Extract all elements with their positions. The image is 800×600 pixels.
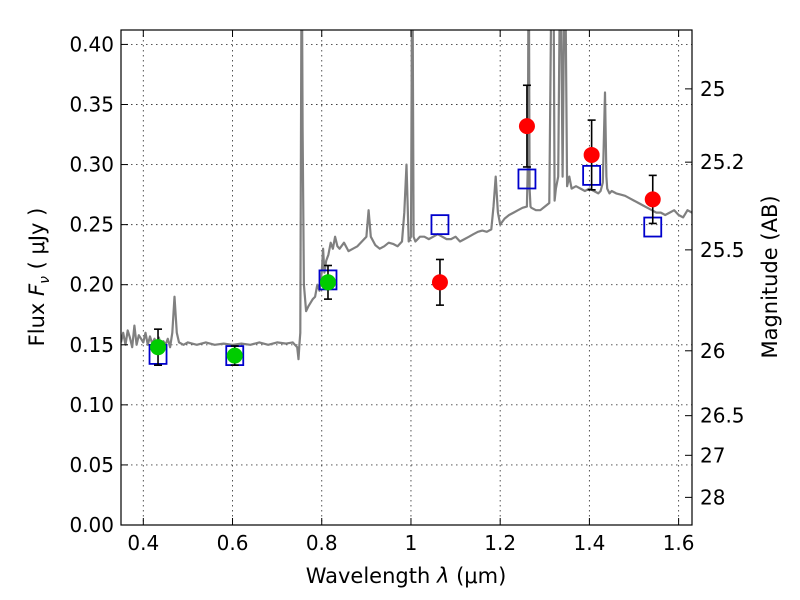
model-photometry-square bbox=[517, 168, 537, 190]
x-tick-label: 1.6 bbox=[663, 531, 695, 555]
y-tick-label: 0.25 bbox=[69, 213, 114, 237]
grid-lines bbox=[121, 30, 692, 526]
right-tick-label: 26.5 bbox=[700, 404, 745, 428]
photometry-point bbox=[583, 146, 600, 163]
photometry-point bbox=[319, 274, 336, 291]
right-tick-label: 28 bbox=[700, 485, 725, 509]
right-tick-label: 27 bbox=[700, 443, 725, 467]
x-axis-title: Wavelength λ (μm) bbox=[306, 564, 507, 588]
y-axis-title: Flux Fν ( μJy ) bbox=[25, 208, 53, 347]
right-tick-label: 25.2 bbox=[700, 150, 745, 174]
x-tick-label: 1.2 bbox=[484, 531, 516, 555]
right-tick-label: 25 bbox=[700, 77, 725, 101]
y-tick-label: 0.15 bbox=[69, 333, 114, 357]
y-tick-label: 0.00 bbox=[69, 513, 114, 537]
photometry-layer bbox=[148, 84, 663, 367]
photometry-point bbox=[431, 274, 448, 291]
photometry-point bbox=[518, 118, 535, 135]
right-tick-label: 25.5 bbox=[700, 238, 745, 262]
x-tick-label: 1.4 bbox=[573, 531, 605, 555]
y-tick-label: 0.30 bbox=[69, 153, 114, 177]
plot-frame bbox=[120, 29, 693, 526]
y-tick-label: 0.05 bbox=[69, 453, 114, 477]
right-axis-title: Magnitude (AB) bbox=[758, 195, 782, 358]
y-tick-label: 0.40 bbox=[69, 32, 114, 56]
y-tick-label: 0.20 bbox=[69, 273, 114, 297]
sed-model-line bbox=[121, 30, 692, 361]
axis-ticks: 0.4 0.6 0.8 1 1.2 1.4 1.6 0.00 0.05 0.10 0.15 0.20 0… bbox=[69, 30, 745, 555]
y-tick-label: 0.35 bbox=[69, 92, 114, 116]
sed-curve-layer bbox=[121, 30, 692, 361]
x-tick-label: 0.8 bbox=[306, 531, 338, 555]
photometry-point bbox=[226, 347, 243, 364]
right-tick-label: 26 bbox=[700, 339, 725, 363]
model-photometry-square bbox=[430, 214, 450, 236]
x-tick-label: 0.6 bbox=[217, 531, 249, 555]
x-tick-label: 0.4 bbox=[127, 531, 159, 555]
photometry-point bbox=[150, 339, 167, 356]
x-tick-label: 1 bbox=[405, 531, 418, 555]
photometry-point bbox=[644, 191, 661, 208]
y-tick-label: 0.10 bbox=[69, 393, 114, 417]
